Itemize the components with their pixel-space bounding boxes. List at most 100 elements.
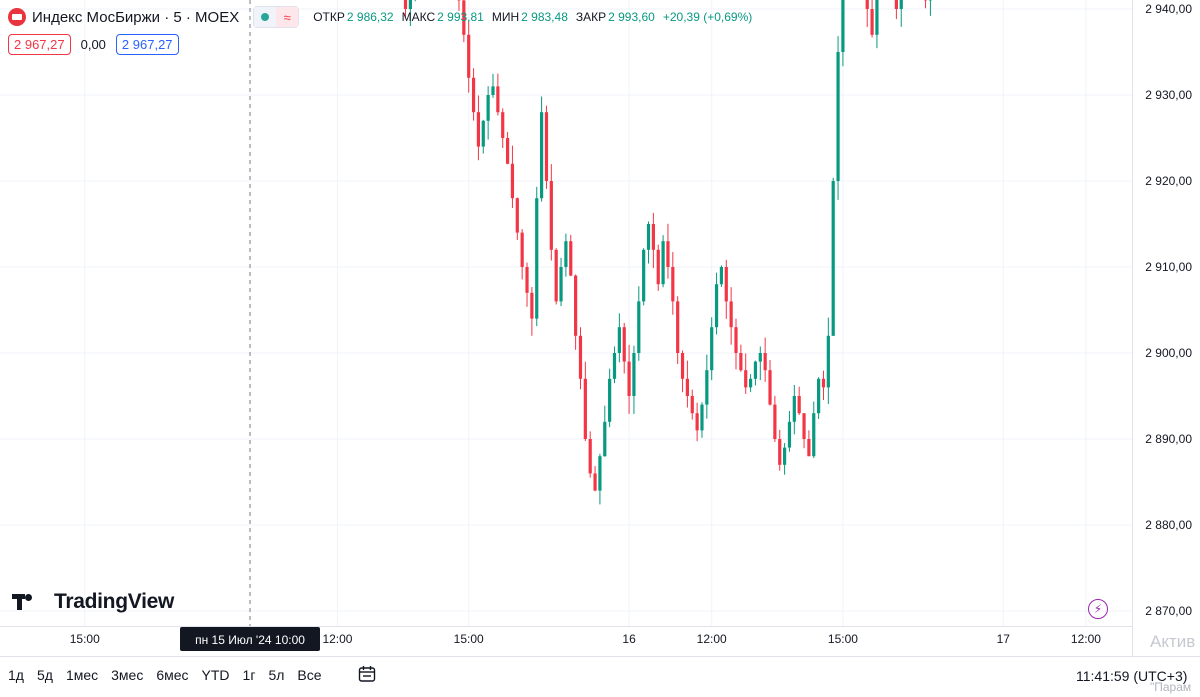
candle-body [841,0,844,52]
candle-body [754,362,757,379]
candle-body [472,78,475,112]
candle-body [627,362,630,396]
candle-body [725,267,728,301]
candle-body [521,233,524,267]
candle-body [730,301,733,327]
candle-body [832,181,835,336]
symbol-title[interactable]: Индекс МосБиржи · 5 · MOEX [32,9,239,26]
x-tick-label: 15:00 [828,632,858,646]
candle-body [822,379,825,388]
candle-body [632,353,635,396]
market-open-icon[interactable] [254,7,276,27]
candle-body [676,301,679,353]
period-all[interactable]: Все [297,667,321,683]
delayed-data-icon[interactable]: ≈ [276,7,298,27]
spread-value: 0,00 [81,37,106,52]
candle-body [535,198,538,318]
candle-body [603,422,606,456]
market-status-badges[interactable]: ≈ [253,6,299,28]
calendar-icon[interactable] [358,665,376,683]
low-label: МИН [492,10,519,24]
candle-body [734,327,737,353]
crosshair-time-label: пн 15 Июл '24 10:00 [195,633,305,647]
candle-body [564,241,567,267]
candle-body [700,405,703,431]
tradingview-logo[interactable]: TradingView [12,590,174,614]
candle-body [491,86,494,95]
candle-body [530,293,533,319]
y-tick-label: 2 870,00 [1145,604,1192,618]
period-5y[interactable]: 5л [268,667,284,683]
candle-body [744,370,747,387]
candle-body [569,241,572,275]
close-label: ЗАКР [576,10,606,24]
candle-body [798,396,801,413]
y-tick-label: 2 920,00 [1145,174,1192,188]
candle-body [589,439,592,473]
candle-body [696,413,699,430]
y-tick-label: 2 940,00 [1145,2,1192,16]
candle-body [574,276,577,336]
candle-body [691,396,694,413]
candle-body [671,267,674,301]
candle-body [768,370,771,404]
open-label: ОТКР [313,10,345,24]
candle-body [749,379,752,388]
candle-body [477,112,480,146]
candle-body [666,241,669,267]
candlestick-chart[interactable]: 2 870,002 880,002 890,002 900,002 910,00… [0,0,1200,656]
candle-body [525,267,528,293]
candle-body [715,284,718,327]
sell-button[interactable]: 2 967,27 [8,34,71,55]
candle-body [817,379,820,413]
candle-body [686,379,689,396]
order-panel: 2 967,27 0,00 2 967,27 [8,34,179,55]
candle-body [812,413,815,456]
candle-body [642,250,645,302]
activation-watermark: Актив [1150,632,1195,652]
period-5d[interactable]: 5д [37,667,53,683]
candle-body [647,224,650,250]
candle-body [836,52,839,181]
x-tick-label: 12:00 [322,632,352,646]
candle-body [900,0,903,9]
candle-body [623,327,626,361]
close-value: 2 993,60 [608,10,655,24]
candle-body [802,413,805,439]
x-tick-label: 16 [622,632,636,646]
candle-body [584,379,587,439]
candle-body [657,250,660,284]
candle-body [496,86,499,112]
candle-body [705,370,708,404]
candle-body [710,327,713,370]
period-6m[interactable]: 6мес [156,667,188,683]
y-tick-label: 2 900,00 [1145,346,1192,360]
period-1m[interactable]: 1мес [66,667,98,683]
candle-body [511,164,514,198]
period-1d[interactable]: 1д [8,667,24,683]
candle-body [895,0,898,9]
moex-logo-icon [8,8,26,26]
candle-body [759,353,762,362]
y-tick-label: 2 880,00 [1145,518,1192,532]
candle-body [681,353,684,379]
tradingview-logo-text: TradingView [54,590,174,614]
buy-button[interactable]: 2 967,27 [116,34,179,55]
candle-body [764,353,767,370]
candle-body [793,396,796,422]
candle-body [516,198,519,232]
candle-body [598,456,601,490]
candle-body [637,301,640,353]
candle-body [788,422,791,448]
candle-body [593,473,596,490]
candle-body [487,95,490,121]
candle-body [467,35,470,78]
period-3m[interactable]: 3мес [111,667,143,683]
x-tick-label: 12:00 [697,632,727,646]
x-tick-label: 15:00 [70,632,100,646]
candle-body [875,0,878,35]
period-1y[interactable]: 1г [243,667,256,683]
period-ytd[interactable]: YTD [202,667,230,683]
lightning-icon[interactable]: ⚡ [1088,599,1108,619]
